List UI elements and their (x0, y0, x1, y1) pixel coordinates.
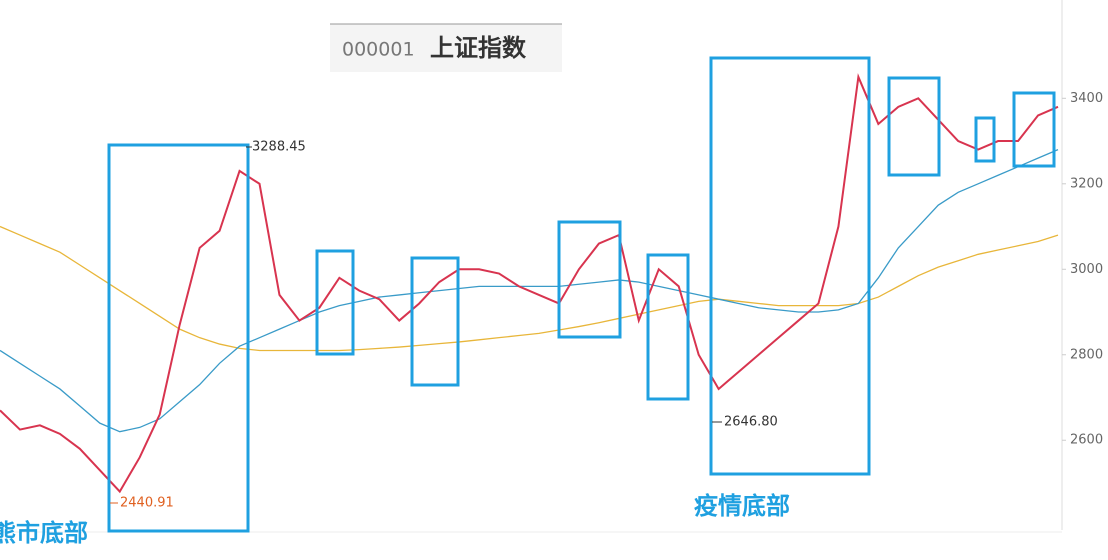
low-label: 2440.91 (120, 496, 174, 511)
bear-bottom-label: 熊市底部 (0, 519, 88, 547)
y-tick-label: 3400 (1070, 91, 1103, 106)
stock-code: 000001 (342, 39, 415, 61)
low-label: 2646.80 (724, 415, 778, 430)
series-line (0, 225, 1059, 352)
high-label: 3288.45 (252, 140, 306, 155)
highlight-box (646, 253, 690, 401)
y-tick-label: 2800 (1070, 347, 1103, 362)
highlight-box (557, 220, 622, 339)
highlight-box (1012, 91, 1056, 168)
highlight-box (410, 256, 460, 387)
highlight-box (315, 249, 355, 356)
chart-title: 上证指数 (430, 34, 527, 62)
series-line (0, 73, 1059, 494)
highlight-box (709, 56, 871, 476)
highlight-box (107, 143, 250, 533)
highlight-box (974, 116, 996, 163)
highlight-box (887, 76, 941, 177)
y-tick-label: 3000 (1070, 262, 1103, 277)
series-line (0, 148, 1059, 433)
y-tick-label: 3200 (1070, 176, 1103, 191)
title-box (330, 24, 562, 72)
y-tick-label: 2600 (1070, 433, 1103, 448)
pandemic-bottom-label: 疫情底部 (694, 492, 790, 520)
